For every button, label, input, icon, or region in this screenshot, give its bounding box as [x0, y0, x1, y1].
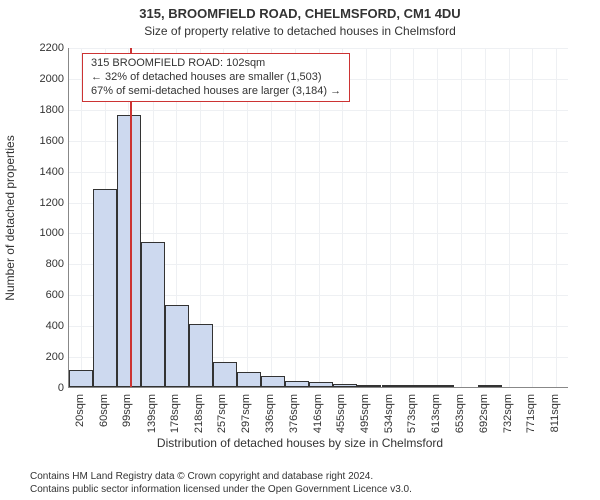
- x-tick-label: 336sqm: [264, 394, 276, 433]
- histogram-bar: [261, 376, 285, 387]
- gridline-v: [366, 48, 367, 387]
- x-tick-label: 178sqm: [169, 394, 181, 433]
- x-tick-label: 99sqm: [121, 394, 133, 427]
- x-tick-label: 495sqm: [359, 394, 371, 433]
- annotation-line: 315 BROOMFIELD ROAD: 102sqm: [91, 57, 341, 71]
- histogram-bar: [478, 385, 502, 387]
- histogram-bar: [117, 115, 141, 387]
- histogram-bar: [285, 381, 309, 387]
- histogram-bar: [406, 385, 430, 387]
- y-tick-label: 600: [14, 289, 64, 301]
- x-tick-label: 692sqm: [478, 394, 490, 433]
- y-tick-label: 2200: [14, 42, 64, 54]
- histogram-bar: [165, 305, 189, 387]
- x-tick-label: 60sqm: [98, 394, 110, 427]
- histogram-bar: [309, 382, 333, 387]
- x-tick-label: 613sqm: [430, 394, 442, 433]
- x-tick-label: 257sqm: [216, 394, 228, 433]
- gridline-v: [509, 48, 510, 387]
- y-tick-label: 400: [14, 320, 64, 332]
- gridline-v: [556, 48, 557, 387]
- x-tick-label: 20sqm: [74, 394, 86, 427]
- x-tick-label: 811sqm: [549, 394, 561, 432]
- annotation-box: 315 BROOMFIELD ROAD: 102sqm← 32% of deta…: [82, 53, 350, 102]
- x-tick-label: 455sqm: [335, 394, 347, 433]
- gridline-v: [437, 48, 438, 387]
- histogram-bar: [430, 385, 454, 387]
- x-tick-label: 218sqm: [193, 394, 205, 433]
- chart-title: 315, BROOMFIELD ROAD, CHELMSFORD, CM1 4D…: [0, 6, 600, 21]
- x-tick-label: 771sqm: [525, 394, 537, 433]
- gridline-v: [390, 48, 391, 387]
- gridline-v: [532, 48, 533, 387]
- histogram-bar: [382, 385, 406, 387]
- histogram-bar: [141, 242, 165, 387]
- y-tick-label: 2000: [14, 73, 64, 85]
- annotation-line: ← 32% of detached houses are smaller (1,…: [91, 71, 341, 85]
- histogram-bar: [357, 385, 381, 387]
- y-tick-label: 1400: [14, 166, 64, 178]
- y-axis-label: Number of detached properties: [3, 135, 17, 300]
- x-tick-label: 573sqm: [406, 394, 418, 433]
- histogram-bar: [69, 370, 93, 387]
- chart-container: { "title_main": "315, BROOMFIELD ROAD, C…: [0, 0, 600, 500]
- x-tick-label: 376sqm: [288, 394, 300, 433]
- y-tick-label: 1600: [14, 135, 64, 147]
- footer-attribution: Contains HM Land Registry data © Crown c…: [30, 471, 412, 496]
- gridline-v: [485, 48, 486, 387]
- gridline-v: [413, 48, 414, 387]
- histogram-bar: [189, 324, 213, 387]
- x-tick-label: 416sqm: [312, 394, 324, 433]
- y-tick-label: 1000: [14, 227, 64, 239]
- footer-line: Contains HM Land Registry data © Crown c…: [30, 471, 412, 484]
- x-axis-label: Distribution of detached houses by size …: [0, 436, 600, 450]
- histogram-bar: [93, 189, 117, 387]
- y-tick-label: 200: [14, 351, 64, 363]
- y-tick-label: 1200: [14, 197, 64, 209]
- x-tick-label: 534sqm: [383, 394, 395, 433]
- footer-line: Contains public sector information licen…: [30, 484, 412, 497]
- chart-subtitle: Size of property relative to detached ho…: [0, 24, 600, 38]
- x-tick-label: 653sqm: [454, 394, 466, 433]
- gridline-v: [461, 48, 462, 387]
- y-tick-label: 800: [14, 258, 64, 270]
- x-tick-label: 297sqm: [240, 394, 252, 433]
- histogram-bar: [237, 372, 261, 387]
- annotation-line: 67% of semi-detached houses are larger (…: [91, 85, 341, 99]
- x-tick-label: 732sqm: [502, 394, 514, 433]
- histogram-bar: [213, 362, 237, 387]
- histogram-bar: [333, 384, 357, 387]
- y-tick-label: 1800: [14, 104, 64, 116]
- y-tick-label: 0: [14, 382, 64, 394]
- x-tick-label: 139sqm: [146, 394, 158, 433]
